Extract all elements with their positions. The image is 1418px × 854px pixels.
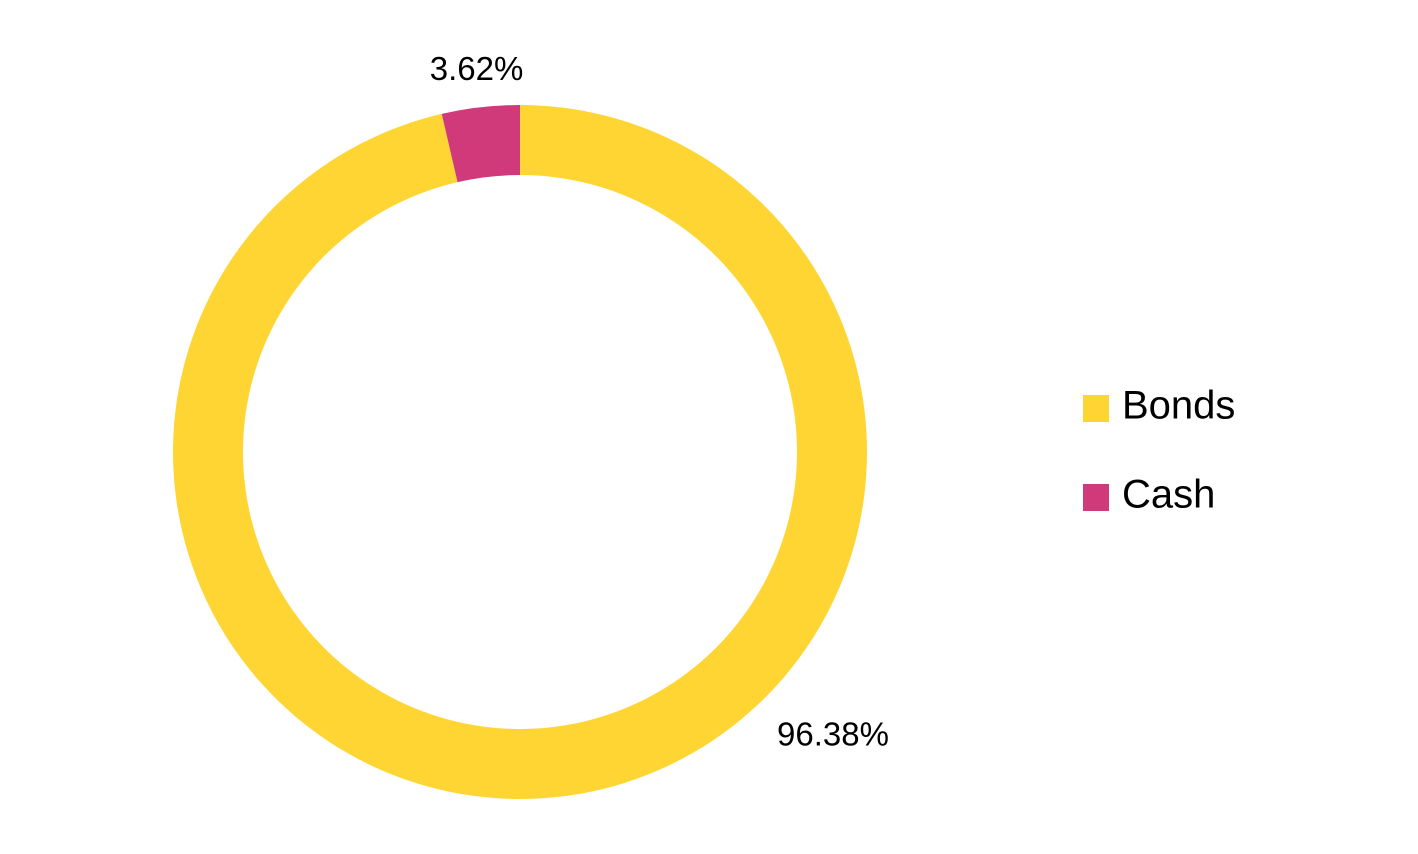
- legend-label: Cash: [1122, 473, 1215, 517]
- legend-label: Bonds: [1122, 384, 1235, 428]
- legend-swatch: [1083, 395, 1109, 422]
- legend-swatch: [1083, 484, 1109, 511]
- donut-slice: [172, 105, 868, 799]
- data-label: 96.38%: [777, 716, 889, 753]
- donut-slice: [441, 105, 520, 183]
- data-label: 3.62%: [430, 50, 524, 87]
